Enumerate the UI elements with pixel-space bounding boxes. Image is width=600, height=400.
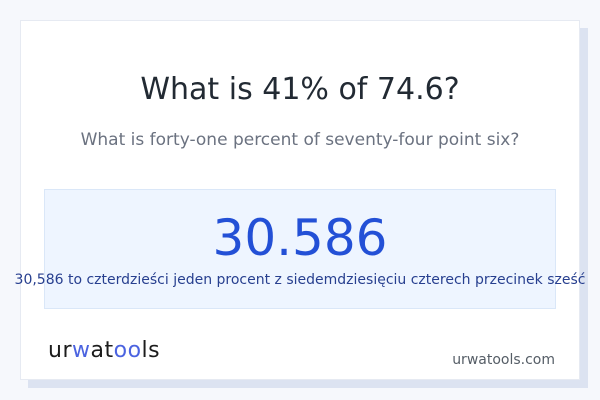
logo-part: oo — [113, 338, 142, 363]
page-subtitle: What is forty-one percent of seventy-fou… — [80, 130, 520, 150]
result-value: 30.586 — [212, 209, 388, 267]
logo-part: ur — [48, 338, 72, 363]
logo-part: w — [72, 338, 91, 363]
urwatools-logo[interactable]: urwatools — [48, 338, 160, 363]
page-title: What is 41% of 74.6? — [140, 72, 460, 107]
logo-part: at — [90, 338, 114, 363]
result-words: 30,586 to czterdzieści jeden procent z s… — [14, 272, 586, 288]
site-link[interactable]: urwatools.com — [452, 352, 555, 368]
result-box — [44, 189, 556, 309]
logo-part: ls — [141, 338, 161, 363]
